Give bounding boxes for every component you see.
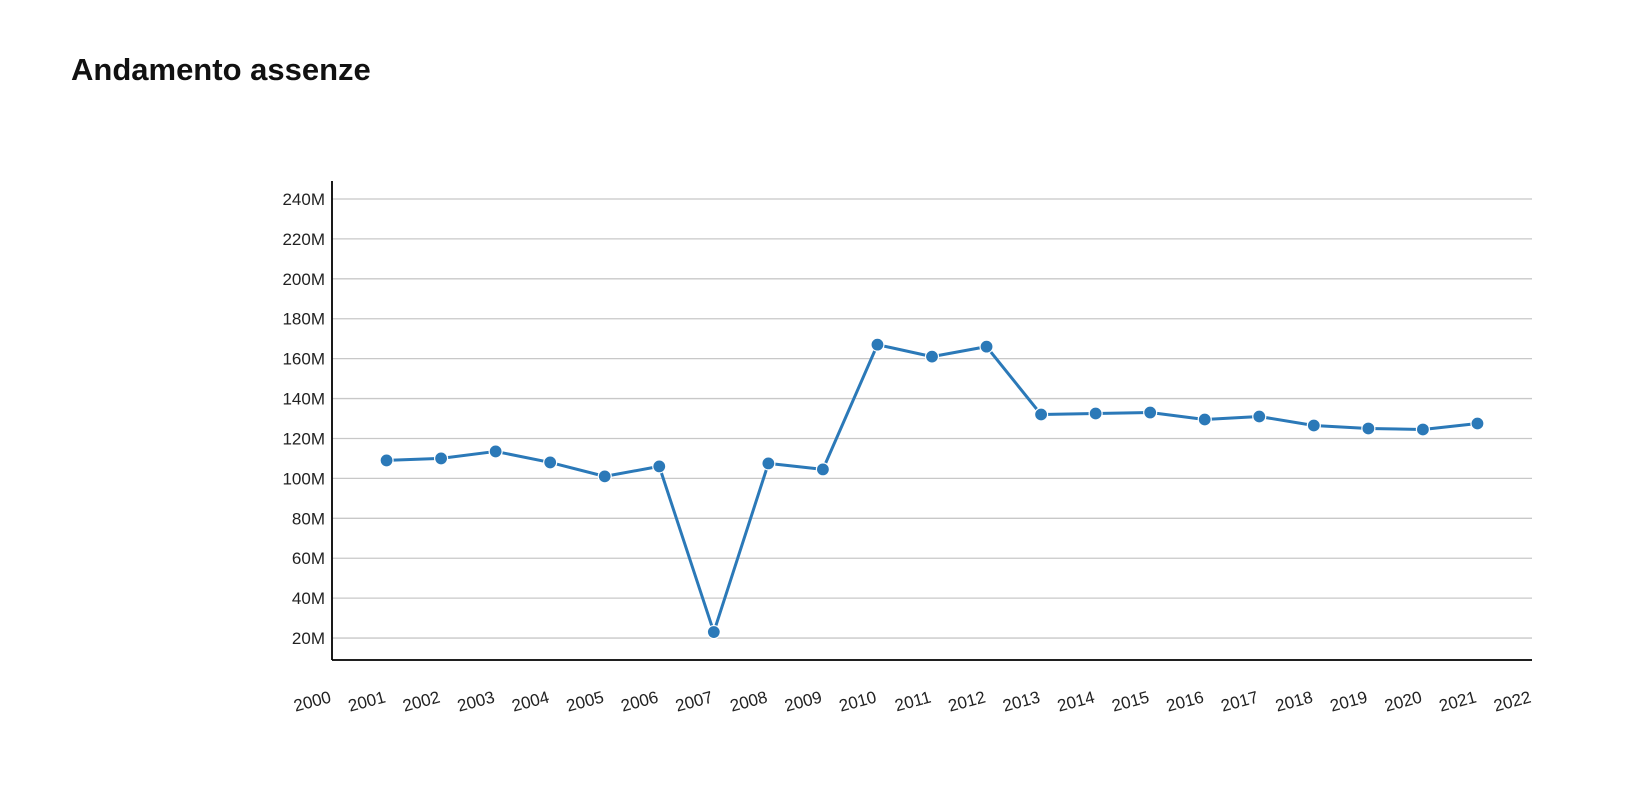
data-point[interactable] [706,624,721,640]
x-tick-label: 2021 [1437,688,1478,716]
data-point[interactable] [979,339,994,354]
data-point[interactable] [1088,406,1103,421]
y-tick-label: 100M [282,469,325,488]
y-tick-label: 180M [282,310,325,329]
data-point[interactable] [1470,416,1485,431]
data-point[interactable] [379,453,394,468]
x-tick-label: 2007 [673,688,714,716]
data-point[interactable] [870,337,885,352]
series-group [379,337,1485,640]
data-point[interactable] [652,459,667,474]
data-point[interactable] [815,462,831,477]
y-tick-label: 240M [282,190,325,209]
x-tick-label: 2020 [1382,688,1423,716]
y-tick-label: 220M [282,230,325,249]
data-point[interactable] [433,451,449,466]
page-title: Andamento assenze [71,52,371,87]
data-point[interactable] [1033,407,1049,422]
y-tick-label: 80M [292,509,325,528]
axes [331,181,1532,661]
y-tick-label: 20M [292,629,325,648]
y-tick-label: 60M [292,549,325,568]
data-point[interactable] [543,455,558,470]
data-point[interactable] [761,456,776,471]
x-axis-ticks: 2000 2001 2002 2003 2004 2005 2006 2007 2008 2009… [292,688,1533,716]
grid-lines [332,198,1532,639]
x-tick-label: 2017 [1219,688,1260,716]
y-tick-label: 140M [282,390,325,409]
data-point[interactable] [924,349,940,364]
x-tick-label: 2008 [728,688,769,716]
x-tick-label: 2014 [1055,688,1096,716]
data-point[interactable] [1252,409,1267,424]
data-point[interactable] [1306,418,1321,433]
x-tick-label: 2016 [1164,688,1205,716]
x-tick-label: 2012 [946,688,987,716]
data-point[interactable] [488,444,503,459]
data-point[interactable] [1143,405,1158,420]
x-tick-label: 2022 [1492,688,1533,716]
data-point[interactable] [1361,421,1376,436]
x-tick-label: 2001 [346,688,387,716]
y-tick-label: 40M [292,589,325,608]
series-line [386,343,1478,634]
x-tick-label: 2013 [1001,688,1042,716]
x-tick-label: 2018 [1273,688,1314,716]
y-tick-label: 160M [282,350,325,369]
x-tick-label: 2004 [510,688,551,716]
y-tick-label: 120M [282,429,325,448]
data-point[interactable] [597,469,612,484]
data-point[interactable] [1415,422,1431,437]
x-tick-label: 2000 [292,688,333,716]
y-tick-label: 200M [282,270,325,289]
x-tick-label: 2015 [1110,688,1151,716]
x-tick-label: 2010 [837,688,878,716]
x-tick-label: 2002 [401,688,442,716]
x-tick-label: 2003 [455,688,496,716]
x-tick-label: 2006 [619,688,660,716]
x-tick-label: 2011 [893,688,933,716]
x-tick-label: 2005 [564,688,605,716]
x-tick-label: 2019 [1328,688,1369,716]
y-axis-ticks: 20M 40M 60M 80M 100M 120M 140M 160M 180M 200M 220M… [282,190,325,648]
x-tick-label: 2009 [782,688,823,716]
data-point[interactable] [1197,412,1212,427]
